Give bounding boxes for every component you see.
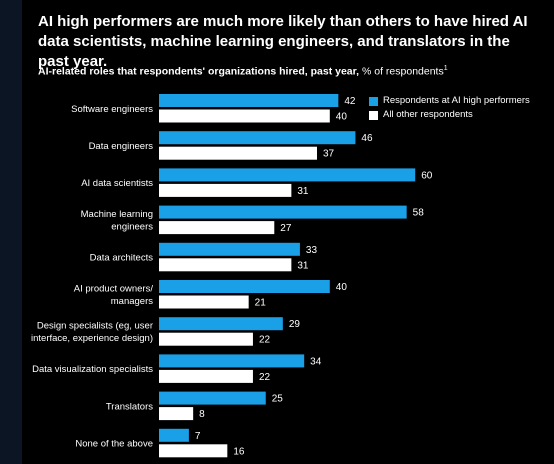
- chart-card: [22, 0, 554, 464]
- subtitle-bold: AI-related roles that respondents' organ…: [38, 65, 360, 78]
- legend-swatch-high-performers: [369, 96, 378, 106]
- bar-high-performers-software-engineers: [159, 94, 339, 107]
- legend-label-others: All other respondents: [383, 109, 473, 120]
- value-label: 16: [233, 446, 245, 457]
- left-edge-strip: [0, 0, 22, 464]
- category-group-ai-product-owners-managers: AI product owners/managers 40 21: [74, 280, 348, 309]
- value-label: 60: [421, 170, 433, 181]
- value-label: 33: [306, 245, 318, 256]
- bar-high-performers-translators: [159, 391, 266, 405]
- legend-swatch-others: [369, 110, 378, 120]
- value-label: 22: [259, 335, 271, 346]
- value-label: 21: [255, 298, 267, 309]
- category-group-ai-data-scientists: AI data scientists 60 31: [81, 168, 433, 197]
- category-group-data-engineers: Data engineers 46 37: [89, 131, 373, 160]
- value-label: 40: [336, 112, 348, 123]
- category-group-translators: Translators 25 8: [106, 391, 284, 421]
- bar-others-ai-product-owners-managers: [159, 295, 249, 309]
- value-label: 37: [323, 149, 335, 160]
- category-label: Data engineers: [89, 141, 154, 152]
- value-label: 25: [272, 394, 284, 405]
- legend-item-others: All other respondents: [369, 108, 530, 122]
- bar-high-performers-machine-learning-engineers: [159, 205, 407, 219]
- value-label: 8: [199, 409, 205, 420]
- bar-others-data-architects: [159, 258, 292, 272]
- value-label: 29: [289, 319, 301, 330]
- bar-others-design-specialists-eg-user-interface-experience-design: [159, 332, 253, 346]
- value-label: 31: [297, 260, 309, 271]
- category-label: Machine learning: [81, 209, 153, 220]
- category-label: Data visualization specialists: [32, 364, 153, 375]
- category-group-data-architects: Data architects 33 31: [90, 242, 318, 272]
- category-label: None of the above: [75, 439, 153, 450]
- legend-label-high-performers: Respondents at AI high performers: [383, 95, 530, 106]
- bar-others-none-of-the-above: [159, 444, 228, 458]
- bar-others-data-engineers: [159, 146, 317, 160]
- category-label: Translators: [106, 401, 153, 412]
- value-label: 34: [310, 356, 322, 367]
- legend: Respondents at AI high performers All ot…: [369, 94, 530, 122]
- category-label: interface, experience design): [31, 333, 153, 344]
- category-label: Data architects: [90, 253, 154, 264]
- category-group-software-engineers: Software engineers 42 40: [71, 94, 356, 123]
- category-label: Design specialists (eg, user: [37, 321, 153, 332]
- chart-subtitle: AI-related roles that respondents' organ…: [38, 62, 538, 79]
- bar-others-machine-learning-engineers: [159, 221, 275, 235]
- category-label: engineers: [111, 222, 153, 233]
- value-label: 42: [344, 96, 356, 107]
- category-label: AI data scientists: [81, 178, 153, 189]
- category-group-none-of-the-above: None of the above 7 16: [75, 428, 245, 458]
- bar-others-translators: [159, 407, 194, 421]
- bar-high-performers-ai-data-scientists: [159, 168, 416, 182]
- bar-others-ai-data-scientists: [159, 183, 292, 197]
- bar-high-performers-data-architects: [159, 242, 300, 256]
- category-group-machine-learning-engineers: Machine learning engineers 58 27: [81, 205, 425, 235]
- value-label: 22: [259, 372, 271, 383]
- value-label: 46: [361, 133, 373, 144]
- bar-others-software-engineers: [159, 109, 330, 123]
- value-label: 31: [297, 186, 309, 197]
- value-label: 27: [280, 223, 292, 234]
- bar-high-performers-data-engineers: [159, 131, 356, 145]
- bar-high-performers-data-visualization-specialists: [159, 354, 305, 368]
- category-label: managers: [111, 296, 153, 307]
- value-label: 58: [413, 208, 425, 219]
- subtitle-footnote-marker: 1: [443, 65, 448, 72]
- category-group-data-visualization-specialists: Data visualization specialists 34 22: [32, 354, 322, 383]
- bar-high-performers-none-of-the-above: [159, 428, 189, 442]
- bar-high-performers-design-specialists-eg-user-interface-experience-design: [159, 317, 283, 331]
- value-label: 40: [336, 282, 348, 293]
- category-label: Software engineers: [71, 104, 153, 115]
- bar-high-performers-ai-product-owners-managers: [159, 280, 330, 293]
- chart-title: AI high performers are much more likely …: [38, 13, 528, 70]
- subtitle-unit: % of respondents: [359, 65, 444, 78]
- legend-item-high-performers: Respondents at AI high performers: [369, 94, 530, 108]
- bar-others-data-visualization-specialists: [159, 369, 253, 383]
- category-label: AI product owners/: [74, 284, 154, 295]
- value-label: 7: [195, 431, 201, 442]
